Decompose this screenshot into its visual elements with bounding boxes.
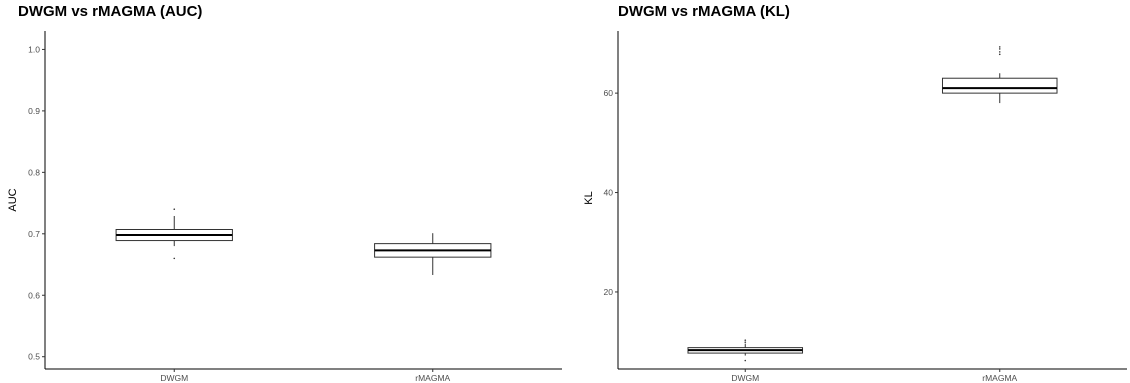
- outlier-point: [998, 51, 1001, 53]
- outlier-point: [744, 341, 747, 343]
- auc-y-tick-label: 0.5: [28, 352, 40, 362]
- auc-y-axis-title: AUC: [7, 188, 19, 211]
- outlier-point: [173, 257, 176, 260]
- auc-chart-panel: DWGM vs rMAGMA (AUC) 0.5 0.6 0.7 0.8 0.9 1.0 A…: [7, 3, 562, 383]
- kl-y-axis-title: KL: [583, 191, 595, 204]
- kl-box-plot: 20 40 60 KL DWGM rMAGMA: [583, 31, 1127, 383]
- outlier-point: [173, 208, 176, 211]
- kl-box-rmagma: [941, 46, 1058, 104]
- kl-y-tick-label: 60: [604, 88, 614, 98]
- auc-y-tick-label: 0.9: [28, 106, 40, 116]
- auc-x-tick-label: DWGM: [160, 373, 188, 383]
- kl-x-tick-label: DWGM: [731, 373, 759, 383]
- kl-box-dwgm: [687, 339, 804, 362]
- kl-y-tick-label: 40: [604, 188, 614, 198]
- iqr-box: [941, 77, 1058, 94]
- auc-box-dwgm: [115, 208, 233, 260]
- auc-chart-title: DWGM vs rMAGMA (AUC): [18, 3, 203, 20]
- auc-y-tick-label: 1.0: [28, 44, 40, 54]
- outlier-point: [998, 53, 1001, 56]
- kl-chart-panel: DWGM vs rMAGMA (KL) 20 40 60 KL DWGM rMAGMA: [565, 0, 1130, 383]
- outlier-point: [998, 48, 1001, 50]
- auc-box-rmagma: [374, 233, 492, 275]
- outlier-point: [744, 339, 747, 341]
- kl-x-tick-label: rMAGMA: [982, 373, 1017, 383]
- outlier-point: [998, 46, 1001, 48]
- auc-x-tick-label: rMAGMA: [415, 373, 450, 383]
- auc-y-tick-label: 0.6: [28, 290, 40, 300]
- auc-y-tick-label: 0.8: [28, 167, 40, 177]
- auc-y-tick-label: 0.7: [28, 229, 40, 239]
- kl-chart-title: DWGM vs rMAGMA (KL): [618, 3, 790, 20]
- outlier-point: [744, 359, 747, 362]
- kl-y-tick-label: 20: [604, 287, 614, 297]
- auc-box-plot: 0.5 0.6 0.7 0.8 0.9 1.0 AUC DWGM rMAGMA: [7, 31, 562, 383]
